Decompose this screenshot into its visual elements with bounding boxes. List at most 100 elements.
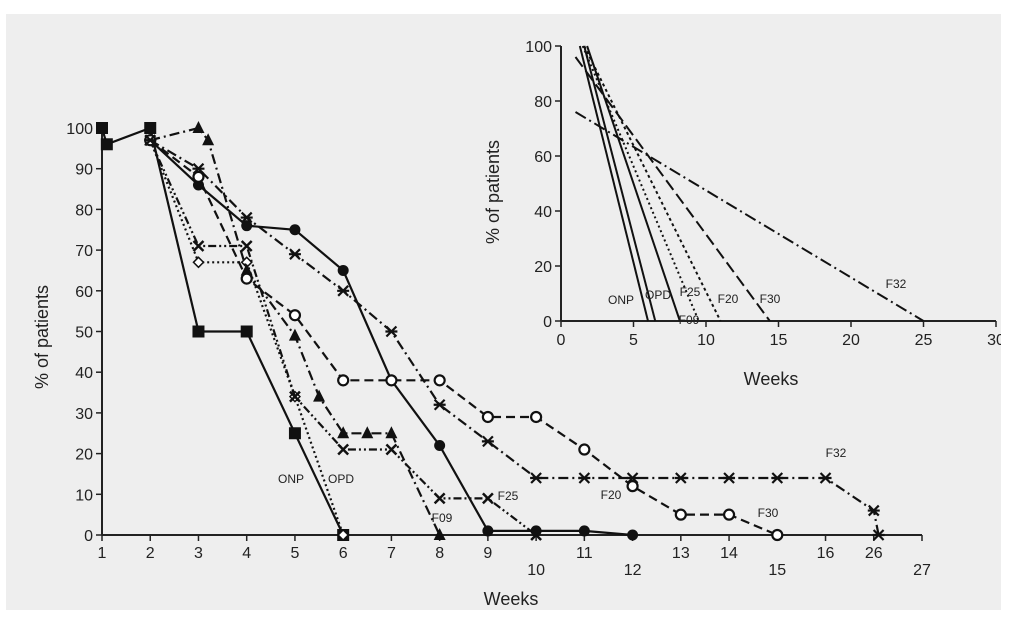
inset-y-tick-label: 40 xyxy=(534,204,552,221)
main-x-tick-label: 5 xyxy=(290,545,299,562)
data-point-marker xyxy=(385,426,398,439)
main-series-label-f25: F25 xyxy=(498,489,519,503)
main-x-tick-label: 7 xyxy=(387,545,396,562)
main-series-label-f20: F20 xyxy=(601,488,622,502)
inset-series-label-opd: OPD xyxy=(645,288,671,302)
data-point-marker xyxy=(337,264,349,276)
data-point-marker xyxy=(385,374,398,387)
data-point-marker xyxy=(337,528,350,542)
data-point-marker xyxy=(385,325,398,338)
data-point-marker xyxy=(288,248,301,260)
inset-series-label-f20: F20 xyxy=(718,292,739,306)
main-x-tick-label: 8 xyxy=(435,545,444,562)
inset-series-label-onp: ONP xyxy=(608,293,634,307)
inset-series-label-f25: F25 xyxy=(680,285,701,299)
main-x-tick-label: 11 xyxy=(576,545,593,562)
main-x-tick-label: 3 xyxy=(194,545,203,562)
main-y-axis-title: % of patients xyxy=(32,285,52,389)
data-point-marker xyxy=(192,240,205,252)
data-point-marker xyxy=(530,525,542,537)
inset-x-tick-label: 20 xyxy=(842,332,860,349)
data-point-marker xyxy=(481,435,494,448)
main-x-tick-label: 6 xyxy=(339,545,348,562)
data-point-marker xyxy=(819,472,832,484)
data-point-marker xyxy=(192,162,205,175)
main-x-tick-label: 16 xyxy=(817,545,835,562)
data-point-marker xyxy=(192,256,205,269)
inset-y-tick-label: 20 xyxy=(534,259,552,276)
data-point-marker xyxy=(627,529,639,541)
data-point-marker xyxy=(530,410,543,424)
data-point-marker xyxy=(578,525,590,537)
inset-x-tick-label: 30 xyxy=(987,332,1001,349)
main-x-tick-label: 9 xyxy=(483,545,492,562)
inset-x-tick-label: 15 xyxy=(770,332,788,349)
figure-panel: 0 10 20 30 40 50 60 70 80 90 100 1 2 3 4 5 6 7 8 9 10 11 12 13… xyxy=(6,14,1001,610)
main-y-tick-label: 60 xyxy=(75,284,93,301)
main-x-tick-label: 26 xyxy=(865,545,883,562)
inset-y-tick-label: 0 xyxy=(543,314,552,331)
main-x-tick-label: 13 xyxy=(672,545,690,562)
inset-series-label-f32: F32 xyxy=(886,277,907,291)
inset-y-tick-label: 100 xyxy=(525,39,552,56)
main-series-label-f30: F30 xyxy=(758,506,779,520)
inset-y-axis-title: % of patients xyxy=(483,140,503,244)
data-point-marker xyxy=(96,122,108,134)
main-y-ticks: 0 10 20 30 40 50 60 70 80 90 100 xyxy=(66,121,102,545)
data-point-marker xyxy=(723,472,736,484)
inset-x-ticks: 0 5 10 15 20 25 30 xyxy=(557,321,1001,349)
main-series-label-onp: ONP xyxy=(278,472,304,486)
series-line-opd xyxy=(149,139,345,536)
series-line-f09 xyxy=(149,126,441,536)
data-point-marker xyxy=(872,529,885,541)
series-line-f30 xyxy=(149,139,778,537)
data-point-marker xyxy=(288,427,301,440)
main-x-tick-label: 27 xyxy=(913,562,931,579)
main-y-tick-label: 90 xyxy=(75,162,93,179)
data-point-marker xyxy=(385,443,398,456)
inset-series-labels: ONP OPD F09 F25 F20 F30 F32 xyxy=(608,277,907,327)
main-x-tick-label: 1 xyxy=(98,545,107,562)
data-point-marker xyxy=(240,211,253,224)
inset-series-line-opd xyxy=(583,45,657,322)
inset-series-line-f30 xyxy=(574,56,771,322)
data-point-marker xyxy=(674,472,687,484)
data-point-marker xyxy=(674,508,687,521)
data-point-marker xyxy=(289,224,301,236)
data-point-marker xyxy=(434,439,446,451)
data-point-marker xyxy=(771,472,784,484)
main-series-label-f09: F09 xyxy=(432,511,453,525)
data-point-marker xyxy=(481,492,494,505)
data-point-marker xyxy=(361,426,374,439)
inset-chart: 0 20 40 60 80 100 0 5 10 15 20 25 30 ONP OPD F09 F25 F2… xyxy=(483,39,1001,389)
data-point-marker xyxy=(192,121,205,133)
data-point-marker xyxy=(626,472,639,484)
data-point-marker xyxy=(289,390,301,403)
data-point-marker xyxy=(433,374,446,387)
data-point-marker xyxy=(337,285,350,297)
main-x-tick-label: 12 xyxy=(624,562,642,579)
inset-series-label-f09: F09 xyxy=(679,313,700,327)
data-point-marker xyxy=(867,504,880,517)
data-point-marker xyxy=(433,398,446,411)
main-y-tick-label: 100 xyxy=(66,121,93,138)
main-y-tick-label: 80 xyxy=(75,202,93,219)
data-point-marker xyxy=(288,309,302,322)
main-series-label-opd: OPD xyxy=(328,472,354,486)
main-x-tick-label: 15 xyxy=(768,562,786,579)
data-point-marker xyxy=(240,272,253,285)
data-point-marker xyxy=(241,220,253,232)
inset-series-line-f20 xyxy=(583,45,722,322)
inset-series-line-f32 xyxy=(574,111,925,322)
main-series-labels: ONP OPD F09 F25 F20 F30 F32 xyxy=(278,446,847,525)
main-x-tick-label: 10 xyxy=(527,562,545,579)
inset-x-tick-label: 5 xyxy=(629,332,638,349)
inset-x-tick-label: 0 xyxy=(557,332,566,349)
inset-x-axis-title: Weeks xyxy=(744,369,799,389)
data-point-marker xyxy=(288,328,301,341)
inset-x-tick-label: 10 xyxy=(697,332,715,349)
main-x-tick-label: 2 xyxy=(146,545,155,562)
inset-series xyxy=(574,45,925,322)
data-point-marker xyxy=(722,508,736,521)
